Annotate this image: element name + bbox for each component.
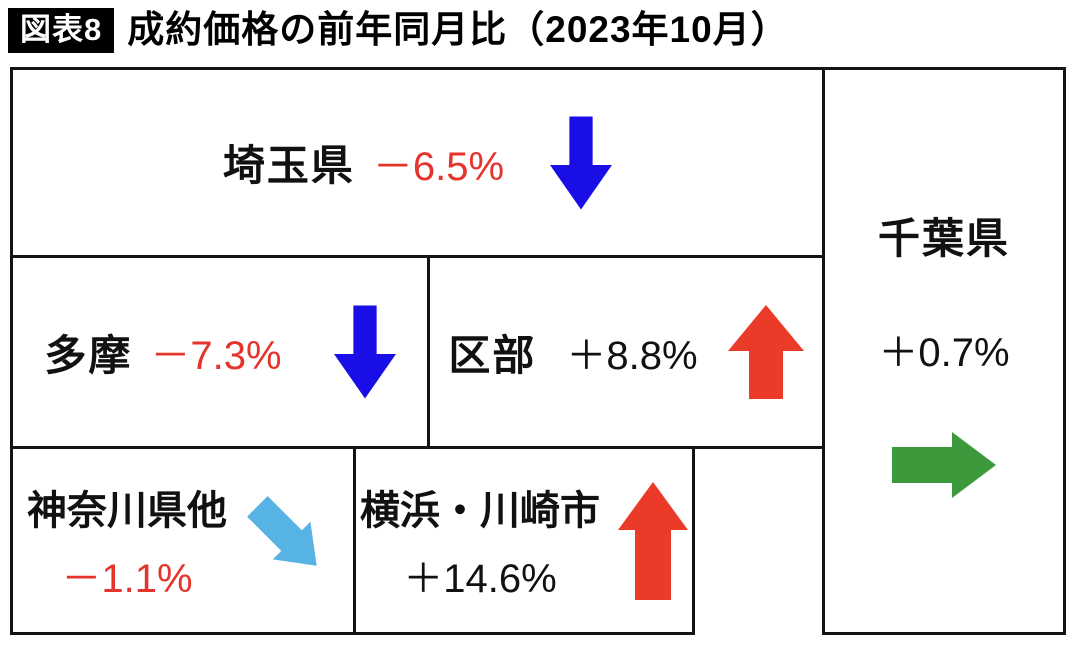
right-arrow-icon (892, 431, 996, 498)
figure-tag: 図表8 (8, 8, 115, 53)
region-box-chiba: 千葉県 ＋0.7% (822, 67, 1066, 635)
region-value-tama: －7.3% (150, 334, 282, 378)
region-name-kanagawa: 神奈川県他 (27, 488, 227, 533)
region-box-kanagawa: 神奈川県他 －1.1% (10, 446, 356, 635)
region-box-kubu: 区部 ＋8.8% (427, 255, 825, 449)
region-text-yokohama: 横浜・川崎市 ＋14.6% (360, 478, 600, 604)
region-value-saitama: －6.5% (372, 144, 505, 189)
region-name-chiba: 千葉県 (877, 214, 1010, 262)
region-value-kanagawa: －1.1% (61, 556, 193, 601)
region-name-yokohama: 横浜・川崎市 (360, 488, 600, 533)
region-box-yokohama: 横浜・川崎市 ＋14.6% (353, 446, 695, 635)
region-name-kubu: 区部 (448, 331, 537, 379)
down-arrow-icon (550, 116, 613, 209)
region-name-tama: 多摩 (44, 331, 133, 379)
region-value-chiba: ＋0.7% (878, 330, 1010, 375)
region-text-kanagawa: 神奈川県他 －1.1% (27, 478, 227, 604)
down-arrow-icon (333, 305, 396, 399)
up-arrow-icon (618, 481, 688, 600)
region-box-saitama: 埼玉県 －6.5% (10, 67, 825, 258)
region-value-kubu: ＋8.8% (566, 334, 698, 378)
page-title: 成約価格の前年同月比（2023年10月） (127, 9, 789, 51)
up-arrow-icon (727, 305, 804, 399)
region-box-tama: 多摩 －7.3% (10, 255, 430, 449)
region-value-yokohama: ＋14.6% (403, 556, 557, 601)
region-name-saitama: 埼玉県 (222, 142, 355, 189)
title-bar: 図表8 成約価格の前年同月比（2023年10月） (8, 8, 789, 53)
down-right-arrow-icon (247, 495, 317, 566)
